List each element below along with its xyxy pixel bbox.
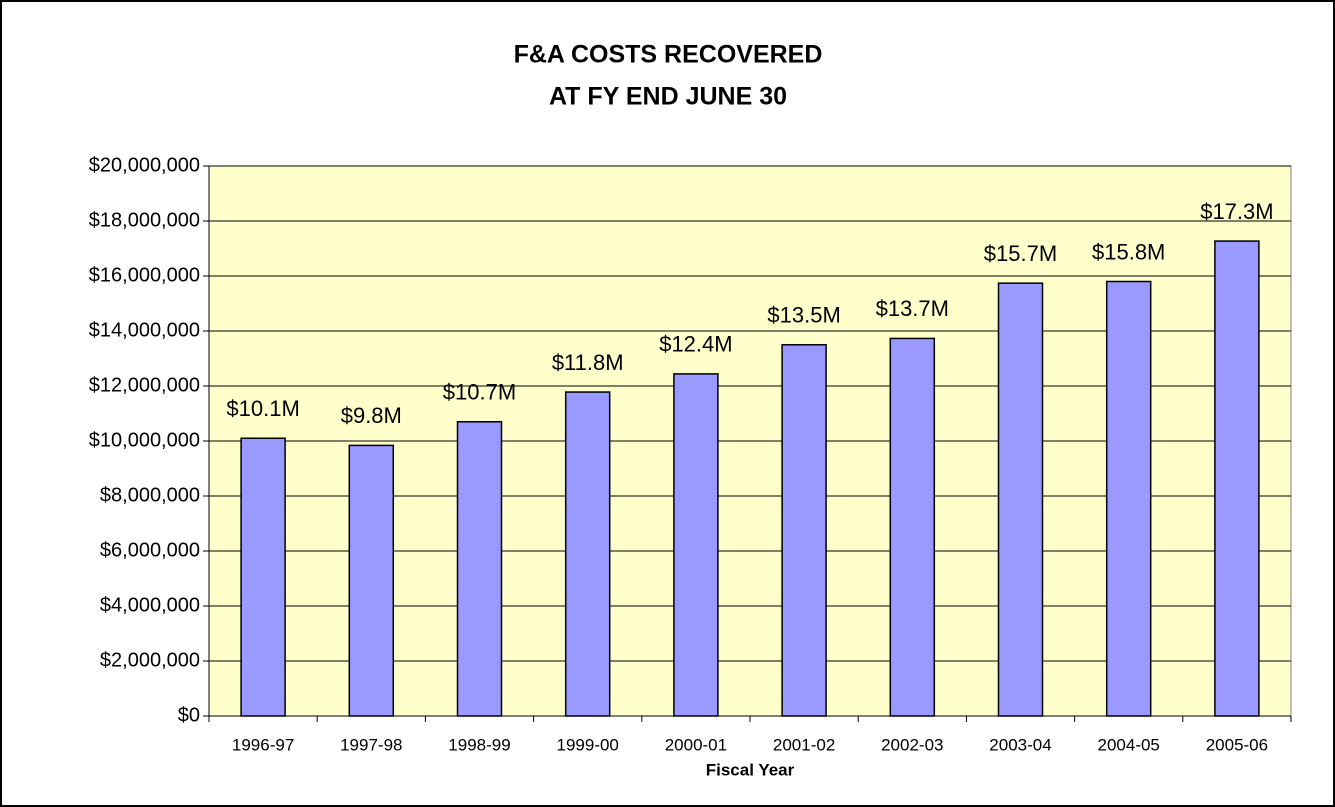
x-tick-label: 2005-06: [1206, 735, 1268, 754]
y-tick-label: $18,000,000: [89, 209, 200, 231]
bar: [673, 373, 719, 717]
y-tick-label: $14,000,000: [89, 319, 200, 341]
x-tick-label: 2004-05: [1098, 735, 1160, 754]
bar: [1214, 240, 1260, 717]
y-tick-label: $0: [178, 704, 200, 726]
data-label: $9.8M: [341, 403, 402, 428]
data-label: $17.3M: [1200, 199, 1273, 224]
y-tick-label: $12,000,000: [89, 374, 200, 396]
x-tick-label: 2003-04: [989, 735, 1051, 754]
data-label: $11.8M: [552, 350, 624, 375]
y-tick-label: $6,000,000: [100, 539, 200, 561]
x-tick-label: 1999-00: [557, 735, 619, 754]
data-label: $13.7M: [876, 296, 949, 321]
bar: [564, 391, 611, 717]
data-label: $15.8M: [1092, 239, 1165, 264]
x-tick-label: 2002-03: [881, 735, 943, 754]
y-tick-label: $8,000,000: [100, 484, 200, 506]
bar: [889, 337, 936, 717]
data-label: $10.1M: [226, 396, 299, 421]
bar: [456, 421, 503, 717]
chart-title: AT FY END JUNE 30: [549, 83, 787, 111]
bar: [240, 437, 286, 717]
x-tick-label: 2001-02: [773, 735, 835, 754]
bar: [781, 344, 827, 717]
x-axis-title: Fiscal Year: [706, 760, 795, 779]
x-tick-label: 1996-97: [232, 735, 294, 754]
data-label: $15.7M: [984, 241, 1057, 266]
bar: [997, 282, 1044, 717]
y-tick-label: $16,000,000: [89, 264, 200, 286]
x-tick-label: 1998-99: [448, 735, 510, 754]
y-tick-label: $2,000,000: [100, 649, 200, 671]
x-tick-label: 2000-01: [665, 735, 727, 754]
data-label: $10.7M: [443, 380, 516, 405]
bar: [1105, 280, 1152, 717]
x-tick-label: 1997-98: [340, 735, 402, 754]
y-tick-label: $4,000,000: [100, 594, 200, 616]
data-label: $12.4M: [659, 332, 732, 357]
y-tick-label: $20,000,000: [89, 154, 200, 176]
bar: [348, 444, 395, 717]
chart-title: F&A COSTS RECOVERED: [514, 41, 823, 69]
data-label: $13.5M: [767, 303, 840, 328]
y-tick-label: $10,000,000: [89, 429, 200, 451]
